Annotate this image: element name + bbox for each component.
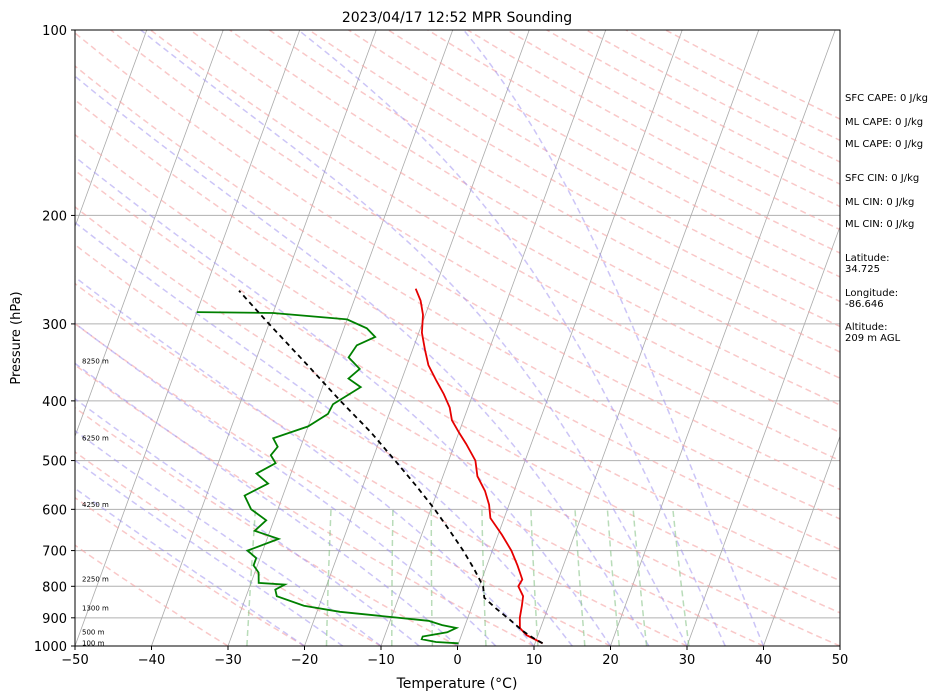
isotherm-line <box>380 30 607 646</box>
isotherm-line <box>457 30 683 646</box>
altitude-text: Altitude: 209 m AGL <box>845 322 901 344</box>
x-tick-label: −40 <box>138 653 165 668</box>
mixing-ratio-line <box>632 509 648 646</box>
height-label: 2250 m <box>82 576 109 584</box>
x-tick-label: 50 <box>832 653 849 668</box>
ml-cin-text-2: ML CIN: 0 J/kg <box>845 219 915 230</box>
dry-adiabat-line <box>75 322 611 646</box>
height-label: 6250 m <box>82 434 109 442</box>
moist-adiabat-line <box>75 221 573 646</box>
moist-adiabat-line <box>140 30 688 646</box>
dry-adiabat-line <box>75 544 229 646</box>
x-tick-label: 30 <box>679 653 696 668</box>
height-label: 8250 m <box>82 357 109 365</box>
sfc-cin-text: SFC CIN: 0 J/kg <box>845 173 920 184</box>
dry-adiabat-line <box>75 450 382 646</box>
isotherm-line <box>75 30 148 228</box>
isotherm-line <box>151 30 377 646</box>
moist-adiabat-line <box>75 429 382 646</box>
y-tick-label: 200 <box>42 209 67 224</box>
latitude-text: Latitude: 34.725 <box>845 253 890 275</box>
height-label: 1300 m <box>82 605 109 613</box>
moist-adiabat-line <box>75 397 420 646</box>
mixing-ratio-line <box>672 509 690 646</box>
isotherm-line <box>686 225 840 646</box>
dry-adiabat-line <box>75 169 840 614</box>
moist-adiabat-line <box>463 30 765 646</box>
y-tick-label: 900 <box>42 612 67 627</box>
sfc-cape-text: SFC CAPE: 0 J/kg <box>845 93 928 104</box>
x-tick-label: −50 <box>61 653 88 668</box>
isotherm-line <box>304 30 530 646</box>
x-tick-label: −10 <box>367 653 394 668</box>
moist-adiabat-line <box>75 362 458 646</box>
dewpoint-line <box>196 311 460 645</box>
dry-adiabat-line <box>75 406 458 646</box>
dry-adiabat-line <box>75 282 688 646</box>
dry-adiabat-line <box>75 243 764 646</box>
y-tick-label: 1000 <box>34 640 67 655</box>
moist-adiabat-line <box>75 276 535 646</box>
dry-adiabat-line <box>75 32 840 491</box>
dry-adiabat-line <box>75 65 840 520</box>
moist-adiabat-line <box>75 459 344 646</box>
longitude-text: Longitude: -86.646 <box>845 288 899 310</box>
x-tick-label: 20 <box>602 653 619 668</box>
y-tick-label: 100 <box>42 24 67 39</box>
moist-adiabat-line <box>75 155 612 646</box>
ml-cin-text: ML CIN: 0 J/kg <box>845 197 915 208</box>
height-label: 100 m <box>82 639 105 647</box>
temperature-line <box>414 288 544 645</box>
x-axis-label: Temperature (°C) <box>396 676 518 692</box>
y-tick-label: 400 <box>42 395 67 410</box>
parcel-line <box>238 290 544 645</box>
isotherm-line <box>610 30 836 646</box>
axes: 100 m 500 m 1300 m 2250 m 4250 m 6250 m 8250 m… <box>34 24 848 668</box>
dry-adiabat-line <box>75 496 305 646</box>
dry-adiabat-line <box>110 30 840 462</box>
y-tick-label: 500 <box>42 455 67 470</box>
y-tick-label: 800 <box>42 580 67 595</box>
x-tick-label: 0 <box>453 653 461 668</box>
dry-adiabat-line <box>348 30 840 303</box>
dry-adiabat-line <box>229 30 840 379</box>
y-tick-label: 700 <box>42 545 67 560</box>
x-tick-label: −20 <box>291 653 318 668</box>
isotherm-line <box>75 30 301 646</box>
height-label: 4250 m <box>82 501 109 509</box>
moist-adiabat-line <box>75 75 650 646</box>
height-label: 500 m <box>82 628 105 636</box>
ml-cape-text-2: ML CAPE: 0 J/kg <box>845 139 924 150</box>
isotherm-line <box>763 435 840 646</box>
y-axis-label: Pressure (hPa) <box>9 291 24 384</box>
y-tick-label: 600 <box>42 503 67 518</box>
x-tick-label: 10 <box>526 653 543 668</box>
x-tick-label: −30 <box>214 653 241 668</box>
ml-cape-text: ML CAPE: 0 J/kg <box>845 117 924 128</box>
x-tick-label: 40 <box>755 653 772 668</box>
dry-adiabat-line <box>75 133 840 582</box>
chart-title: 2023/04/17 12:52 MPR Sounding <box>342 10 572 26</box>
y-tick-label: 300 <box>42 318 67 333</box>
isotherm-line <box>75 30 224 438</box>
data-series <box>196 288 544 645</box>
dry-adiabat-line <box>75 364 535 646</box>
moist-adiabat-line <box>75 322 497 646</box>
dry-adiabat-line <box>75 206 840 646</box>
